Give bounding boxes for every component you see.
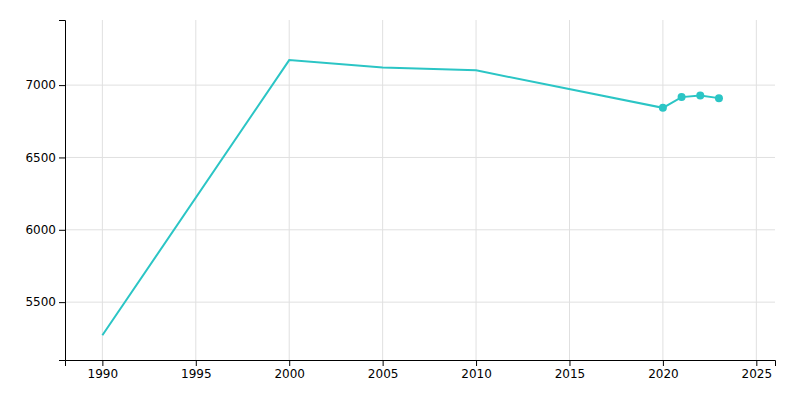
tick: 7000 bbox=[25, 78, 65, 92]
y-axis: 5500 6000 6500 7000 bbox=[25, 21, 65, 361]
tick: 2020 bbox=[648, 360, 679, 381]
tick-label: 5500 bbox=[25, 295, 56, 309]
grid-line-x bbox=[195, 20, 196, 360]
line bbox=[102, 60, 719, 335]
tick-mark bbox=[59, 85, 65, 86]
grid-line-y bbox=[65, 302, 775, 303]
tick: 2000 bbox=[274, 360, 305, 381]
tick: 2010 bbox=[461, 360, 492, 381]
tick-mark bbox=[756, 360, 757, 366]
tick-mark bbox=[476, 360, 477, 366]
grid-line-x bbox=[756, 20, 757, 360]
plot: 1990 1995 2000 2005 2010 2015 2020 2025 5500 6000… bbox=[25, 20, 775, 381]
grid-line-x bbox=[289, 20, 290, 360]
tick-mark bbox=[569, 360, 570, 366]
marker bbox=[678, 93, 686, 101]
grid bbox=[65, 20, 775, 360]
tick-mark bbox=[289, 360, 290, 366]
grid-line-x bbox=[662, 20, 663, 360]
tick-mark bbox=[59, 230, 65, 231]
tick-mark bbox=[59, 157, 65, 158]
tick-label: 2020 bbox=[648, 367, 679, 381]
tick-label: 2025 bbox=[742, 367, 773, 381]
grid-line-y bbox=[65, 85, 775, 86]
tick: 2015 bbox=[555, 360, 586, 381]
tick: 5500 bbox=[25, 295, 65, 309]
grid-line-y bbox=[65, 229, 775, 230]
grid-line-x bbox=[382, 20, 383, 360]
tick-label: 6500 bbox=[25, 151, 56, 165]
tick-mark bbox=[196, 360, 197, 366]
tick-mark bbox=[663, 360, 664, 366]
axis-line bbox=[59, 21, 66, 361]
tick-label: 6000 bbox=[25, 223, 56, 237]
tick-label: 1990 bbox=[88, 367, 119, 381]
tick: 2025 bbox=[742, 360, 773, 381]
tick-label: 1995 bbox=[181, 367, 212, 381]
grid-line-x bbox=[102, 20, 103, 360]
tick: 2005 bbox=[368, 360, 399, 381]
tick-mark bbox=[59, 302, 65, 303]
tick: 6500 bbox=[25, 151, 65, 165]
tick-label: 2000 bbox=[274, 367, 305, 381]
tick-mark bbox=[383, 360, 384, 366]
tick-label: 2010 bbox=[461, 367, 492, 381]
tick: 6000 bbox=[25, 223, 65, 237]
grid-line-y bbox=[65, 157, 775, 158]
marker bbox=[715, 94, 723, 102]
tick-label: 2005 bbox=[368, 367, 399, 381]
tick: 1990 bbox=[88, 360, 119, 381]
marker bbox=[659, 104, 667, 112]
x-axis: 1990 1995 2000 2005 2010 2015 2020 2025 bbox=[66, 360, 776, 381]
marks bbox=[102, 60, 723, 335]
axis-line bbox=[66, 361, 776, 367]
chart: 1990 1995 2000 2005 2010 2015 2020 2025 5500 6000… bbox=[0, 0, 800, 400]
tick-mark bbox=[102, 360, 103, 366]
grid-line-x bbox=[569, 20, 570, 360]
marker bbox=[696, 92, 704, 100]
tick-label: 2015 bbox=[555, 367, 586, 381]
tick: 1995 bbox=[181, 360, 212, 381]
tick-label: 7000 bbox=[25, 78, 56, 92]
